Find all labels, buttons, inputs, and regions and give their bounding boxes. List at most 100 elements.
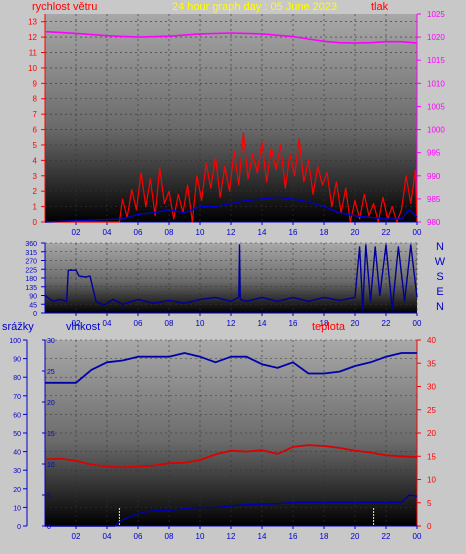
humidity-temperature-series	[44, 352, 418, 527]
direction-y-tick-label: 0	[33, 311, 37, 318]
wind-y-tick-label: 3	[33, 172, 38, 181]
rain-label: srážky	[2, 321, 34, 333]
direction-x-tick-label: 14	[258, 319, 267, 328]
humidity-x-tick-label: 00	[413, 532, 422, 541]
pressure-y-tick-label: 1005	[427, 102, 445, 111]
compass-label: N	[436, 241, 444, 253]
direction-x-tick-label: 04	[103, 319, 112, 328]
direction-x-tick-label: 06	[134, 319, 143, 328]
pressure-y-tick-label: 1025	[427, 10, 445, 19]
pressure-y-tick-label: 980	[427, 218, 441, 227]
wind-y-tick-label: 4	[33, 156, 38, 165]
wind-x-tick-label: 20	[351, 228, 360, 237]
humidity-y-tick-label: 80	[13, 375, 21, 382]
temperature-y-tick-label: 25	[427, 406, 436, 415]
rain-y-tick-label: 25	[47, 369, 55, 376]
humidity-x-tick-label: 12	[227, 532, 236, 541]
compass-label: E	[436, 286, 443, 298]
humidity-temperature-x-axis: 02 04 06 08 10 12 14 16 18 20 22 00	[45, 525, 422, 541]
wind-x-tick-label: 10	[196, 228, 205, 237]
humidity-y-tick-label: 90	[13, 357, 21, 364]
wind-y-tick-label: 12	[28, 33, 37, 42]
compass-label: W	[435, 256, 446, 268]
pressure-label: tlak	[371, 1, 389, 13]
direction-y-tick-label: 315	[25, 250, 37, 257]
wind-pressure-x-axis: 02 04 06 08 10 12 14 16 18 20 22 00	[45, 221, 422, 237]
temperature-y-tick-label: 30	[427, 383, 436, 392]
humidity-axis: 0 10 20 30 40 50 60 70 80 90 100	[9, 338, 28, 531]
rain-y-tick-label: 0	[47, 524, 51, 531]
rain-y-tick-label: 15	[47, 431, 55, 438]
wind-speed-line	[45, 132, 418, 223]
direction-x-tick-label: 10	[196, 319, 205, 328]
direction-y-tick-label: 90	[29, 294, 37, 301]
direction-y-tick-label: 135	[25, 285, 37, 292]
wind-y-tick-label: 0	[33, 218, 38, 227]
wind-y-tick-label: 5	[33, 141, 38, 150]
direction-x-tick-label: 20	[351, 319, 360, 328]
pressure-line	[44, 30, 418, 44]
rain-line	[45, 494, 418, 527]
pressure-axis: 980 985 990 995 1000 1005 1010 1015 1020 1025	[416, 10, 445, 227]
temperature-y-tick-label: 5	[427, 499, 432, 508]
direction-x-tick-label: 08	[165, 319, 174, 328]
wind-y-tick-label: 11	[29, 49, 38, 58]
direction-x-tick-label: 22	[382, 319, 391, 328]
wind-x-tick-label: 00	[413, 228, 422, 237]
humidity-x-tick-label: 02	[72, 532, 81, 541]
humidity-y-tick-label: 40	[13, 450, 21, 457]
humidity-y-tick-label: 50	[13, 431, 21, 438]
humidity-y-tick-label: 70	[13, 394, 21, 401]
humidity-x-tick-label: 14	[258, 532, 267, 541]
wind-pressure-grid	[45, 14, 418, 223]
wind-y-tick-label: 8	[33, 95, 38, 104]
wind-y-tick-label: 2	[33, 187, 38, 196]
rain-y-tick-label: 20	[47, 400, 55, 407]
pressure-y-tick-label: 1010	[427, 79, 445, 88]
temperature-y-tick-label: 35	[427, 359, 436, 368]
direction-x-tick-label: 12	[227, 319, 236, 328]
wind-x-tick-label: 18	[320, 228, 329, 237]
humidity-y-tick-label: 20	[13, 487, 21, 494]
pressure-y-tick-label: 985	[427, 195, 441, 204]
pressure-y-tick-label: 1015	[427, 56, 445, 65]
pressure-y-tick-label: 1000	[427, 126, 445, 135]
humidity-y-tick-label: 100	[9, 338, 21, 345]
humidity-x-tick-label: 22	[382, 532, 391, 541]
wind-x-tick-label: 12	[227, 228, 236, 237]
wind-direction-line	[44, 244, 418, 310]
wind-x-tick-label: 14	[258, 228, 267, 237]
compass-label: S	[436, 271, 443, 283]
humidity-x-tick-label: 04	[103, 532, 112, 541]
wind-average-line	[44, 196, 418, 223]
temperature-y-tick-label: 0	[427, 522, 432, 531]
humidity-y-tick-label: 10	[13, 505, 21, 512]
wind-x-tick-label: 02	[72, 228, 81, 237]
temperature-line	[44, 444, 418, 469]
humidity-y-tick-label: 30	[13, 468, 21, 475]
temperature-y-tick-label: 40	[427, 336, 436, 345]
wind-direction-series	[44, 244, 418, 310]
wind-y-tick-label: 6	[33, 126, 38, 135]
humidity-label: vlhkost	[66, 321, 100, 333]
wind-x-tick-label: 16	[289, 228, 298, 237]
humidity-temperature-grid	[45, 339, 418, 527]
pressure-y-tick-label: 1020	[427, 33, 445, 42]
compass-label: N	[436, 301, 444, 313]
temperature-y-tick-label: 10	[427, 476, 436, 485]
humidity-y-tick-label: 60	[13, 412, 21, 419]
rain-y-tick-label: 5	[47, 493, 51, 500]
humidity-x-tick-label: 10	[196, 532, 205, 541]
chart-title: 24 hour graph day : 05 June 2023	[172, 1, 337, 13]
wind-x-tick-label: 08	[165, 228, 174, 237]
pressure-y-tick-label: 990	[427, 172, 441, 181]
direction-x-tick-label: 18	[320, 319, 329, 328]
humidity-y-tick-label: 0	[17, 524, 21, 531]
wind-y-tick-label: 9	[33, 79, 38, 88]
direction-y-tick-label: 180	[25, 276, 37, 283]
pressure-y-tick-label: 995	[427, 149, 441, 158]
humidity-x-tick-label: 16	[289, 532, 298, 541]
humidity-x-tick-label: 08	[165, 532, 174, 541]
